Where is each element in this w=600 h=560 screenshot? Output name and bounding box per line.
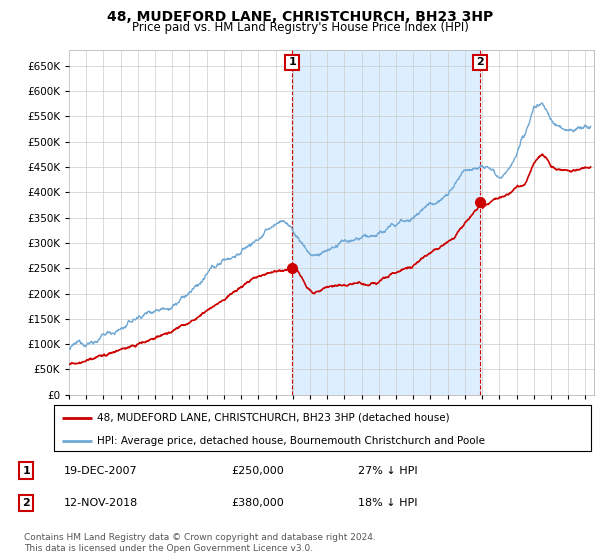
Text: 27% ↓ HPI: 27% ↓ HPI (358, 465, 417, 475)
Text: 12-NOV-2018: 12-NOV-2018 (64, 498, 138, 508)
Text: 1: 1 (288, 58, 296, 67)
Text: 48, MUDEFORD LANE, CHRISTCHURCH, BH23 3HP (detached house): 48, MUDEFORD LANE, CHRISTCHURCH, BH23 3H… (97, 413, 449, 423)
Text: £380,000: £380,000 (231, 498, 284, 508)
Text: Contains HM Land Registry data © Crown copyright and database right 2024.
This d: Contains HM Land Registry data © Crown c… (24, 533, 376, 553)
Text: 1: 1 (23, 465, 30, 475)
Text: £250,000: £250,000 (231, 465, 284, 475)
Text: 2: 2 (476, 58, 484, 67)
Text: 2: 2 (23, 498, 30, 508)
Text: 18% ↓ HPI: 18% ↓ HPI (358, 498, 417, 508)
Text: Price paid vs. HM Land Registry's House Price Index (HPI): Price paid vs. HM Land Registry's House … (131, 21, 469, 34)
Text: 48, MUDEFORD LANE, CHRISTCHURCH, BH23 3HP: 48, MUDEFORD LANE, CHRISTCHURCH, BH23 3H… (107, 10, 493, 24)
Text: HPI: Average price, detached house, Bournemouth Christchurch and Poole: HPI: Average price, detached house, Bour… (97, 436, 485, 446)
Bar (292, 50, 480, 395)
Text: 19-DEC-2007: 19-DEC-2007 (64, 465, 137, 475)
